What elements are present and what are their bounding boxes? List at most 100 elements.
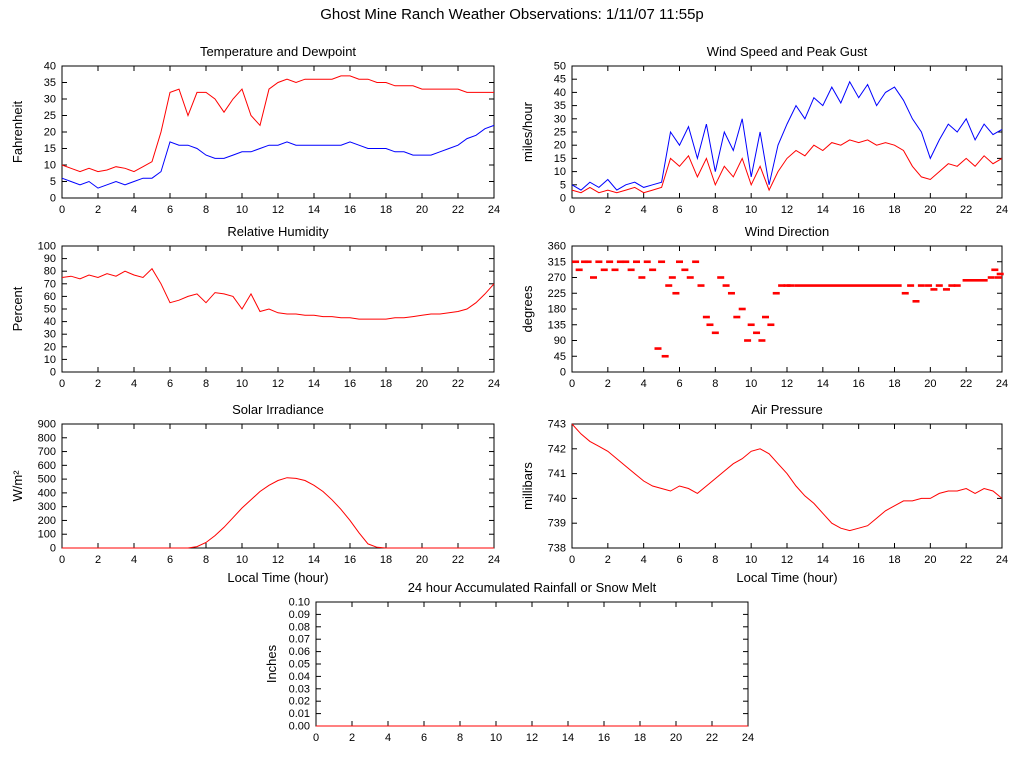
svg-text:30: 30 bbox=[44, 94, 56, 106]
svg-text:millibars: millibars bbox=[520, 462, 535, 510]
svg-text:4: 4 bbox=[131, 378, 137, 390]
svg-text:miles/hour: miles/hour bbox=[520, 101, 535, 162]
svg-text:Fahrenheit: Fahrenheit bbox=[10, 101, 25, 164]
svg-text:20: 20 bbox=[416, 204, 428, 216]
svg-text:4: 4 bbox=[641, 204, 647, 216]
svg-text:400: 400 bbox=[38, 487, 56, 499]
page-title: Ghost Mine Ranch Weather Observations: 1… bbox=[320, 6, 704, 23]
svg-text:22: 22 bbox=[452, 554, 464, 566]
svg-text:738: 738 bbox=[548, 543, 566, 555]
svg-text:300: 300 bbox=[38, 501, 56, 513]
svg-text:15: 15 bbox=[44, 143, 56, 155]
svg-text:0: 0 bbox=[569, 204, 575, 216]
svg-text:0.02: 0.02 bbox=[289, 696, 310, 708]
svg-text:45: 45 bbox=[554, 74, 566, 86]
svg-text:0.08: 0.08 bbox=[289, 621, 310, 633]
svg-text:Local Time (hour): Local Time (hour) bbox=[736, 570, 837, 585]
svg-text:60: 60 bbox=[44, 291, 56, 303]
svg-text:739: 739 bbox=[548, 518, 566, 530]
svg-text:200: 200 bbox=[38, 515, 56, 527]
svg-text:16: 16 bbox=[344, 378, 356, 390]
svg-text:20: 20 bbox=[554, 140, 566, 152]
svg-text:10: 10 bbox=[236, 204, 248, 216]
svg-text:14: 14 bbox=[817, 378, 829, 390]
svg-text:16: 16 bbox=[344, 204, 356, 216]
svg-text:10: 10 bbox=[236, 378, 248, 390]
svg-text:12: 12 bbox=[781, 554, 793, 566]
svg-text:20: 20 bbox=[416, 378, 428, 390]
svg-text:Relative Humidity: Relative Humidity bbox=[227, 224, 329, 239]
svg-text:5: 5 bbox=[50, 176, 56, 188]
svg-text:4: 4 bbox=[131, 204, 137, 216]
svg-text:14: 14 bbox=[308, 204, 320, 216]
svg-text:35: 35 bbox=[554, 100, 566, 112]
svg-text:24: 24 bbox=[488, 378, 500, 390]
svg-text:8: 8 bbox=[712, 204, 718, 216]
svg-text:10: 10 bbox=[44, 354, 56, 366]
svg-text:18: 18 bbox=[634, 732, 646, 744]
svg-text:16: 16 bbox=[853, 204, 865, 216]
svg-text:Temperature and Dewpoint: Temperature and Dewpoint bbox=[200, 44, 356, 59]
svg-text:4: 4 bbox=[385, 732, 391, 744]
svg-text:2: 2 bbox=[605, 378, 611, 390]
svg-text:W/m²: W/m² bbox=[10, 470, 25, 502]
svg-text:10: 10 bbox=[745, 378, 757, 390]
svg-text:4: 4 bbox=[131, 554, 137, 566]
svg-text:45: 45 bbox=[554, 351, 566, 363]
svg-text:18: 18 bbox=[380, 378, 392, 390]
svg-text:20: 20 bbox=[670, 732, 682, 744]
svg-text:500: 500 bbox=[38, 474, 56, 486]
svg-text:50: 50 bbox=[554, 61, 566, 73]
svg-text:2: 2 bbox=[95, 554, 101, 566]
svg-text:0: 0 bbox=[59, 378, 65, 390]
svg-text:742: 742 bbox=[548, 443, 566, 455]
svg-text:16: 16 bbox=[853, 554, 865, 566]
svg-text:0.05: 0.05 bbox=[289, 659, 310, 671]
svg-text:16: 16 bbox=[853, 378, 865, 390]
svg-text:6: 6 bbox=[676, 554, 682, 566]
svg-text:35: 35 bbox=[44, 77, 56, 89]
svg-text:0.10: 0.10 bbox=[289, 597, 310, 609]
svg-text:20: 20 bbox=[416, 554, 428, 566]
svg-text:0: 0 bbox=[569, 554, 575, 566]
svg-text:6: 6 bbox=[676, 378, 682, 390]
svg-text:18: 18 bbox=[888, 204, 900, 216]
chart-wind-direction: Wind Direction 0 2 4 6 8 10 12 14 16 18 20 22 24 0 45 90… bbox=[518, 222, 1016, 394]
svg-text:2: 2 bbox=[349, 732, 355, 744]
svg-text:4: 4 bbox=[641, 378, 647, 390]
svg-text:0: 0 bbox=[569, 378, 575, 390]
svg-text:20: 20 bbox=[924, 554, 936, 566]
svg-text:12: 12 bbox=[272, 204, 284, 216]
svg-text:22: 22 bbox=[452, 378, 464, 390]
svg-text:30: 30 bbox=[554, 113, 566, 125]
svg-text:8: 8 bbox=[203, 378, 209, 390]
svg-text:360: 360 bbox=[548, 241, 566, 253]
svg-text:12: 12 bbox=[781, 378, 793, 390]
svg-text:Inches: Inches bbox=[264, 644, 279, 683]
svg-text:Solar Irradiance: Solar Irradiance bbox=[232, 402, 324, 417]
svg-text:50: 50 bbox=[44, 304, 56, 316]
svg-text:8: 8 bbox=[712, 378, 718, 390]
svg-text:2: 2 bbox=[605, 554, 611, 566]
chart-wind-speed-gust: Wind Speed and Peak Gust 0 2 4 6 8 10 12 14 16 18 2… bbox=[518, 42, 1016, 220]
svg-text:740: 740 bbox=[548, 493, 566, 505]
svg-text:270: 270 bbox=[548, 272, 566, 284]
svg-text:8: 8 bbox=[457, 732, 463, 744]
svg-text:2: 2 bbox=[95, 378, 101, 390]
svg-text:0.07: 0.07 bbox=[289, 634, 310, 646]
chart-temperature-dewpoint: Temperature and Dewpoint 0 2 4 6 8 10 12 14 16 18 2… bbox=[8, 42, 508, 220]
svg-text:14: 14 bbox=[817, 204, 829, 216]
svg-text:90: 90 bbox=[44, 253, 56, 265]
svg-text:100: 100 bbox=[38, 529, 56, 541]
svg-text:2: 2 bbox=[605, 204, 611, 216]
svg-text:25: 25 bbox=[554, 127, 566, 139]
svg-text:40: 40 bbox=[554, 87, 566, 99]
svg-text:14: 14 bbox=[817, 554, 829, 566]
svg-text:225: 225 bbox=[548, 288, 566, 300]
svg-text:0.06: 0.06 bbox=[289, 646, 310, 658]
svg-text:0: 0 bbox=[59, 204, 65, 216]
svg-text:22: 22 bbox=[960, 378, 972, 390]
svg-text:100: 100 bbox=[38, 241, 56, 253]
svg-text:70: 70 bbox=[44, 278, 56, 290]
svg-text:10: 10 bbox=[236, 554, 248, 566]
